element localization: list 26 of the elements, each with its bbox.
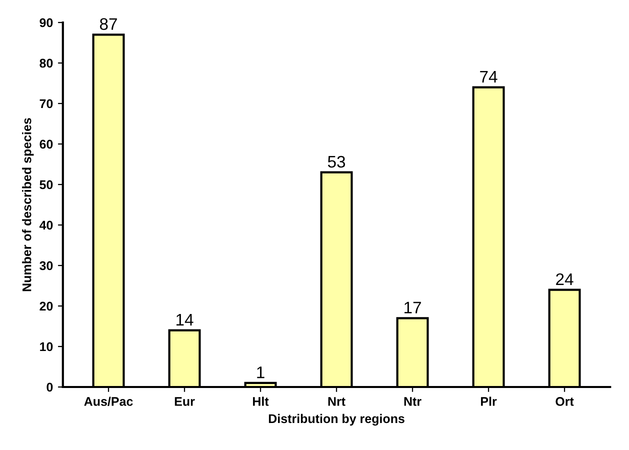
x-tick-label: Plr (481, 396, 497, 406)
y-tick-label: 60 (40, 140, 53, 149)
data-label: 53 (328, 156, 346, 168)
y-tick-label: 20 (40, 302, 53, 311)
y-tick-label: 10 (40, 342, 53, 352)
y-tick-label: 70 (40, 99, 53, 108)
x-tick-label: Hlt (253, 396, 269, 406)
data-label: 74 (480, 70, 498, 82)
x-tick-label: Aus/Pac (84, 396, 133, 406)
y-tick-label: 90 (40, 18, 53, 28)
x-tick-label: Ort (556, 397, 574, 406)
y-tick-label: 30 (40, 261, 53, 270)
data-label: 17 (404, 302, 421, 314)
x-tick-label: Ntr (404, 397, 422, 406)
x-tick-label: Nrt (328, 397, 346, 406)
x-tick-label: Eur (174, 397, 195, 406)
y-tick-label: 80 (40, 58, 53, 68)
data-label: 24 (556, 273, 574, 285)
y-tick-label: 50 (40, 180, 53, 190)
data-label: 87 (100, 18, 117, 30)
y-tick-label: 0 (46, 382, 53, 392)
data-label: 14 (176, 314, 194, 326)
y-tick-label: 40 (39, 220, 53, 230)
y-axis-title: Number of described species (22, 118, 34, 292)
data-label: 1 (257, 366, 264, 378)
x-axis-title: Distribution by regions (268, 414, 404, 426)
